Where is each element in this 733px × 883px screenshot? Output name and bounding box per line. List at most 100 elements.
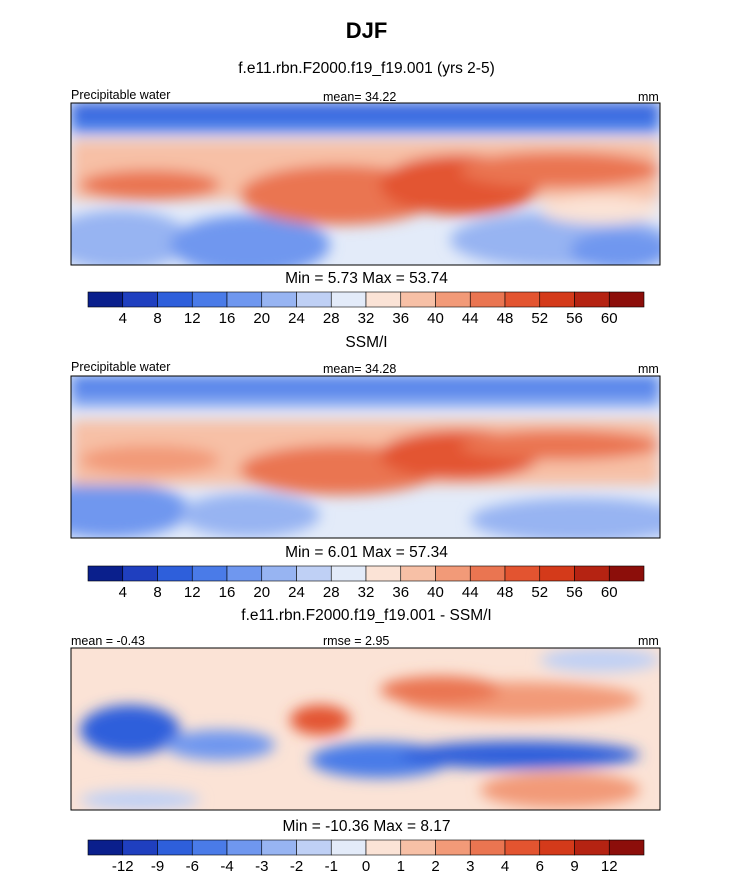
panel2-colorbar-tick-label: 56 [566, 584, 583, 601]
panel1-colorbar-swatch [365, 291, 402, 308]
panel2-colorbar-tick-label: 52 [531, 584, 548, 601]
panel2-colorbar-swatch [226, 565, 263, 582]
panel3-colorbar-swatch [296, 839, 332, 856]
panel2-minmax: Min = 6.01 Max = 57.34 [285, 544, 448, 561]
panel3-colorbar-tick-label: 12 [601, 858, 618, 875]
panel1-colorbar-tick-label: 56 [566, 310, 583, 327]
panel2-colorbar-swatch [261, 565, 297, 582]
panel1-colorbar-swatch [574, 291, 610, 308]
panel1-units-label: mm [638, 90, 659, 104]
panel2-colorbar-tick-label: 36 [392, 584, 409, 601]
panel2-colorbar-tick-label: 16 [219, 584, 236, 601]
panel2-colorbar-swatch [539, 565, 575, 582]
panel1-colorbar: 4 8 12 16 20 24 28 32 36 40 44 48 52 56 60 [87, 291, 645, 327]
panel2-colorbar-swatch [157, 565, 193, 582]
panel1-colorbar-tick-label: 16 [219, 310, 236, 327]
panel1-colorbar-swatch [122, 291, 158, 308]
panel3-colorbar-swatch [365, 839, 402, 856]
panel2-colorbar-swatch [87, 565, 124, 582]
panel2-colorbar-swatch [365, 565, 402, 582]
panel2-colorbar-tick-label: 60 [601, 584, 618, 601]
panel2-colorbar-tick-label: 48 [497, 584, 514, 601]
panel2-colorbar-swatch [191, 565, 228, 582]
panel2-colorbar-swatch [296, 565, 332, 582]
panel3-mean-label: mean = -0.43 [71, 634, 146, 648]
panel2-colorbar-swatch [122, 565, 158, 582]
panel1-colorbar-tick-label: 40 [427, 310, 444, 327]
panel1-colorbar-swatch [435, 291, 471, 308]
panel3-colorbar-tick-label: 3 [466, 858, 474, 875]
panel1-colorbar-tick-label: 48 [497, 310, 514, 327]
panel3-colorbar-tick-label: 4 [501, 858, 509, 875]
panel3-colorbar-swatch [191, 839, 228, 856]
panel3-colorbar: -12 -9 -6 -4 -3 -2 -1 0 1 2 3 4 6 9 12 [87, 839, 645, 875]
panel2-colorbar-tick-label: 20 [253, 584, 270, 601]
panel2-units-label: mm [638, 362, 659, 376]
panel1-left-label: Precipitable water [71, 88, 171, 102]
panel1-colorbar-swatch [261, 291, 297, 308]
panel1-minmax: Min = 5.73 Max = 53.74 [285, 270, 448, 287]
panel1-colorbar-tick-label: 28 [323, 310, 340, 327]
panel2-colorbar-tick-label: 4 [119, 584, 127, 601]
panel3-colorbar-tick-label: 1 [397, 858, 405, 875]
panel1-colorbar-swatch [504, 291, 541, 308]
panel1-colorbar-swatch [400, 291, 436, 308]
panel2-colorbar-tick-label: 40 [427, 584, 444, 601]
panel1-colorbar-swatch [539, 291, 575, 308]
panel1-colorbar-swatch [296, 291, 332, 308]
panel3-colorbar-tick-label: 9 [570, 858, 578, 875]
panel1-colorbar-swatch [608, 291, 645, 308]
panel2-colorbar-swatch [574, 565, 610, 582]
panel3-colorbar-tick-label: -4 [220, 858, 233, 875]
panel2-colorbar-swatch [400, 565, 436, 582]
panel3-colorbar-swatch [539, 839, 575, 856]
panel2-left-label: Precipitable water [71, 360, 171, 374]
panel3-colorbar-swatch [261, 839, 297, 856]
panel3-map [70, 647, 661, 811]
panel3-colorbar-tick-label: -9 [151, 858, 164, 875]
panel3-subtitle: f.e11.rbn.F2000.f19_f19.001 - SSM/I [241, 607, 492, 624]
page-title: DJF [345, 18, 388, 43]
panel1-colorbar-swatch [87, 291, 124, 308]
panel2-subtitle: SSM/I [345, 334, 388, 351]
panel3-colorbar-swatch [469, 839, 506, 856]
panel2-colorbar-swatch [608, 565, 645, 582]
panel1-colorbar-tick-label: 36 [392, 310, 409, 327]
panel1-map [70, 102, 661, 266]
panel3-rmse-label: rmse = 2.95 [323, 634, 390, 648]
panel2-map [70, 375, 661, 539]
panel3-colorbar-swatch [574, 839, 610, 856]
panel1-colorbar-swatch [191, 291, 228, 308]
panel3-colorbar-swatch [226, 839, 263, 856]
panel1-colorbar-swatch [469, 291, 506, 308]
panel1-colorbar-tick-label: 12 [184, 310, 201, 327]
panel3-colorbar-swatch [435, 839, 471, 856]
panel3-colorbar-swatch [608, 839, 645, 856]
panel3-colorbar-tick-label: -12 [112, 858, 134, 875]
panel2-colorbar-swatch [435, 565, 471, 582]
panel3-colorbar-swatch [122, 839, 158, 856]
panel2-mean-label: mean= 34.28 [323, 362, 397, 376]
panel2-colorbar-swatch [469, 565, 506, 582]
panel2-colorbar-tick-label: 12 [184, 584, 201, 601]
panel1-colorbar-tick-label: 8 [153, 310, 161, 327]
panel3-minmax: Min = -10.36 Max = 8.17 [282, 818, 451, 835]
panel1-mean-label: mean= 34.22 [323, 90, 397, 104]
panel3-colorbar-tick-label: -1 [325, 858, 338, 875]
panel2-colorbar-tick-label: 24 [288, 584, 305, 601]
panel1-colorbar-tick-label: 60 [601, 310, 618, 327]
panel2-colorbar-tick-label: 44 [462, 584, 479, 601]
panel1-colorbar-swatch [157, 291, 193, 308]
panel2-colorbar-swatch [504, 565, 541, 582]
panel3-colorbar-tick-label: -3 [255, 858, 268, 875]
panel2-colorbar-tick-label: 32 [358, 584, 375, 601]
panel1-subtitle: f.e11.rbn.F2000.f19_f19.001 (yrs 2-5) [238, 60, 495, 77]
panel3-colorbar-tick-label: 0 [362, 858, 370, 875]
panel1-colorbar-tick-label: 32 [358, 310, 375, 327]
panel3-colorbar-swatch [157, 839, 193, 856]
panel1-colorbar-tick-label: 44 [462, 310, 479, 327]
panel1-colorbar-swatch [330, 291, 367, 308]
panel3-colorbar-tick-label: 6 [536, 858, 544, 875]
panel3-colorbar-swatch [504, 839, 541, 856]
panel1-colorbar-swatch [226, 291, 263, 308]
